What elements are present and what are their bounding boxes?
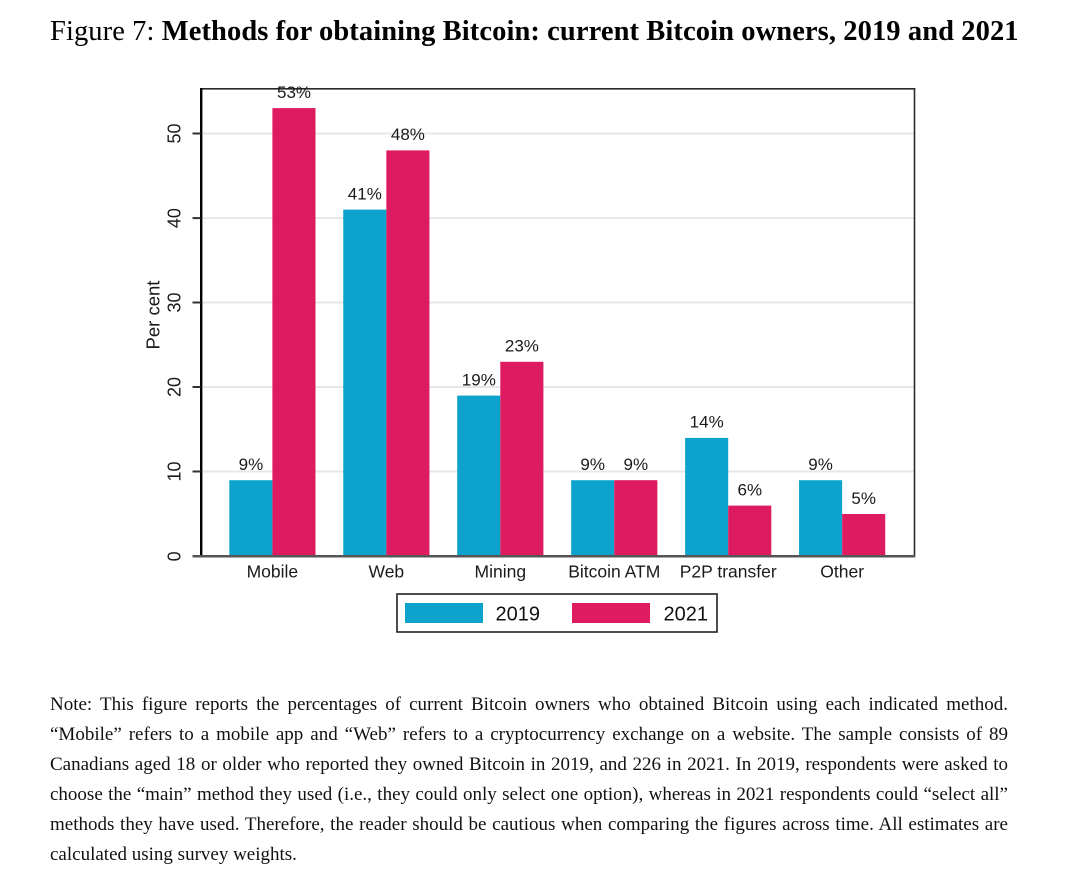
svg-text:41%: 41%	[348, 184, 382, 203]
svg-text:30: 30	[165, 292, 185, 312]
svg-text:14%: 14%	[690, 413, 724, 432]
svg-text:9%: 9%	[808, 455, 833, 474]
svg-text:9%: 9%	[624, 455, 649, 474]
svg-text:Bitcoin ATM: Bitcoin ATM	[568, 562, 660, 582]
svg-text:23%: 23%	[505, 337, 539, 356]
svg-text:Other: Other	[820, 562, 864, 582]
svg-text:2021: 2021	[664, 604, 709, 626]
svg-text:Mining: Mining	[475, 562, 527, 582]
svg-text:P2P transfer: P2P transfer	[680, 562, 777, 582]
svg-text:10: 10	[165, 461, 185, 481]
svg-text:Web: Web	[369, 562, 405, 582]
svg-text:Per cent: Per cent	[143, 281, 164, 350]
svg-text:9%: 9%	[239, 455, 264, 474]
svg-text:20: 20	[165, 377, 185, 397]
svg-text:19%: 19%	[462, 370, 496, 389]
svg-text:48%: 48%	[391, 125, 425, 144]
svg-text:53%: 53%	[277, 83, 311, 102]
svg-text:2019: 2019	[496, 604, 541, 626]
svg-text:40: 40	[165, 208, 185, 228]
svg-text:5%: 5%	[851, 489, 876, 508]
svg-text:0: 0	[165, 551, 185, 561]
svg-text:6%: 6%	[738, 480, 763, 499]
svg-text:9%: 9%	[580, 455, 605, 474]
svg-text:50: 50	[165, 123, 185, 143]
svg-text:Mobile: Mobile	[247, 562, 299, 582]
